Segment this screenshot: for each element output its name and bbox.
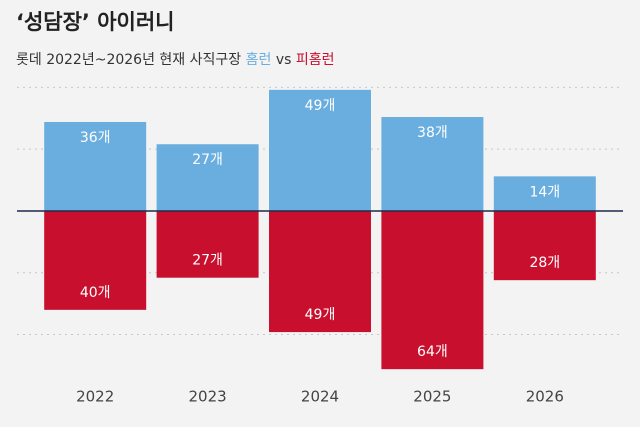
bar xyxy=(44,121,147,211)
x-tick-label: 2026 xyxy=(526,388,564,406)
bar xyxy=(156,210,259,278)
data-label: 49개 xyxy=(305,307,336,323)
subtitle-text: 롯데 2022년~2026년 현재 사직구장 xyxy=(16,52,241,68)
chart-subtitle: 롯데 2022년~2026년 현재 사직구장 홈런 vs 피홈런 xyxy=(16,52,335,68)
bar xyxy=(269,89,371,211)
data-label: 28개 xyxy=(529,255,560,271)
data-label: 27개 xyxy=(192,152,223,168)
data-label: 36개 xyxy=(80,130,111,146)
x-tick-label: 2025 xyxy=(413,388,451,406)
bar xyxy=(381,210,484,370)
bar xyxy=(381,117,484,211)
legend-entry: 피홈런 xyxy=(296,52,335,68)
subtitle-joiner: vs xyxy=(276,52,292,68)
data-label: 14개 xyxy=(529,184,560,200)
bar xyxy=(156,144,259,211)
legend-entry: 홈런 xyxy=(246,52,272,68)
data-label: 27개 xyxy=(192,253,223,269)
chart-title: ‘성담장’ 아이러니 xyxy=(16,10,175,34)
data-label: 49개 xyxy=(305,98,336,114)
data-label: 64개 xyxy=(417,344,448,360)
data-label: 40개 xyxy=(80,285,111,301)
x-tick-label: 2022 xyxy=(76,388,114,406)
x-tick-label: 2023 xyxy=(189,388,227,406)
x-tick-label: 2024 xyxy=(301,388,339,406)
bar xyxy=(44,210,147,310)
bar xyxy=(269,210,371,333)
bar xyxy=(493,210,596,281)
data-label: 38개 xyxy=(417,125,448,141)
bar xyxy=(493,176,596,211)
